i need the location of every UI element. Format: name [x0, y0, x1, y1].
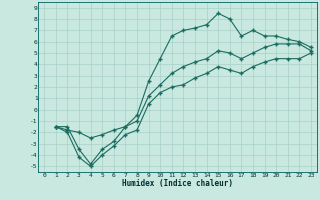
- X-axis label: Humidex (Indice chaleur): Humidex (Indice chaleur): [122, 179, 233, 188]
